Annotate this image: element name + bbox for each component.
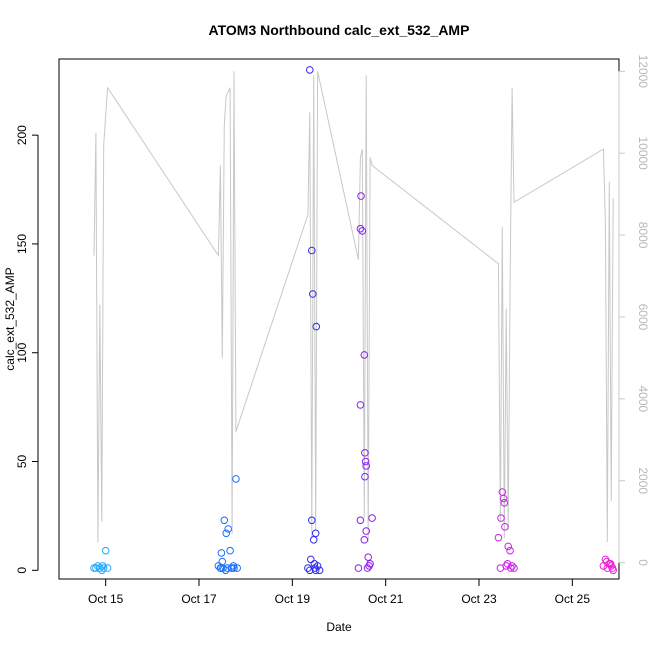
data-point [356, 224, 365, 233]
data-point [309, 536, 318, 544]
x-axis: Oct 15 Oct 17 Oct 19 Oct 21 Oct 23 Oct 25 [88, 578, 591, 606]
data-point [363, 564, 372, 572]
data-point [356, 401, 365, 409]
data-point [365, 562, 373, 570]
data-point [99, 562, 107, 570]
data-point [309, 290, 317, 298]
data-point [606, 560, 615, 568]
data-point [224, 525, 232, 533]
data-point [101, 546, 110, 555]
data-point [361, 449, 369, 457]
data-point [308, 516, 316, 525]
y-tick-label-right: 2000 [636, 467, 650, 494]
x-tick-label: Oct 25 [555, 592, 591, 606]
y-tick-label-right: 6000 [636, 304, 650, 331]
data-point [218, 557, 227, 566]
data-point [506, 546, 514, 555]
data-point [311, 529, 320, 538]
data-point [501, 523, 509, 531]
series-points-layer [90, 66, 618, 575]
data-point [220, 516, 229, 525]
series-line-layer [93, 71, 614, 543]
data-point [358, 227, 367, 235]
data-point [510, 564, 518, 572]
data-point [504, 542, 513, 551]
data-point [315, 566, 324, 575]
x-tick-label: Oct 17 [181, 592, 217, 606]
y-tick-label-right: 4000 [636, 385, 650, 412]
data-point [90, 564, 98, 572]
data-point [219, 564, 227, 572]
data-point [311, 564, 319, 572]
y-axis-label: calc_ext_532_AMP [3, 267, 17, 370]
data-point [494, 533, 503, 542]
data-point [497, 514, 505, 522]
data-point [368, 514, 376, 522]
data-point [360, 351, 369, 359]
y-axis-left: 0 50 100 150 200 [15, 125, 39, 574]
x-tick-label: Oct 19 [275, 592, 311, 606]
y-tick-label-right: 12000 [636, 55, 650, 89]
plot-frame [58, 58, 620, 580]
data-point [500, 499, 509, 507]
y-tick-label-left: 0 [15, 567, 29, 574]
y-tick-label-left: 200 [15, 125, 29, 145]
y-axis-right: 0 2000 4000 6000 8000 10000 12000 [618, 55, 650, 566]
data-point [362, 462, 371, 470]
data-point [502, 562, 511, 570]
data-point [361, 472, 369, 481]
data-point [103, 564, 112, 572]
data-point [308, 246, 316, 255]
data-point [354, 564, 363, 572]
data-point [306, 66, 314, 74]
data-point [306, 566, 314, 575]
data-point [226, 546, 234, 555]
x-tick-label: Oct 21 [368, 592, 404, 606]
data-point [232, 475, 240, 483]
data-point [608, 564, 617, 572]
data-point [233, 564, 241, 572]
y-tick-label-left: 50 [15, 455, 29, 469]
y-tick-label-left: 150 [15, 234, 29, 254]
y-tick-label-right: 0 [636, 559, 650, 566]
chart-title: ATOM3 Northbound calc_ext_532_AMP [209, 22, 470, 38]
data-point [364, 553, 373, 562]
data-point [229, 562, 238, 570]
data-point [507, 564, 515, 572]
data-point [307, 555, 315, 564]
data-point [217, 549, 226, 557]
data-point [362, 527, 371, 535]
data-point [227, 564, 236, 572]
x-tick-label: Oct 15 [88, 592, 124, 606]
data-point [356, 516, 365, 525]
data-point [361, 457, 370, 466]
data-point [214, 562, 223, 570]
data-point [357, 192, 365, 200]
series-line [93, 71, 614, 543]
data-point [360, 536, 369, 544]
y-tick-label-right: 10000 [636, 136, 650, 170]
y-tick-label-right: 8000 [636, 222, 650, 249]
data-point [499, 494, 508, 503]
y-tick-label-left: 100 [15, 342, 29, 362]
data-point [222, 529, 230, 538]
x-axis-label: Date [326, 620, 352, 634]
data-point [602, 557, 611, 566]
data-point [312, 322, 321, 331]
x-tick-label: Oct 23 [461, 592, 497, 606]
